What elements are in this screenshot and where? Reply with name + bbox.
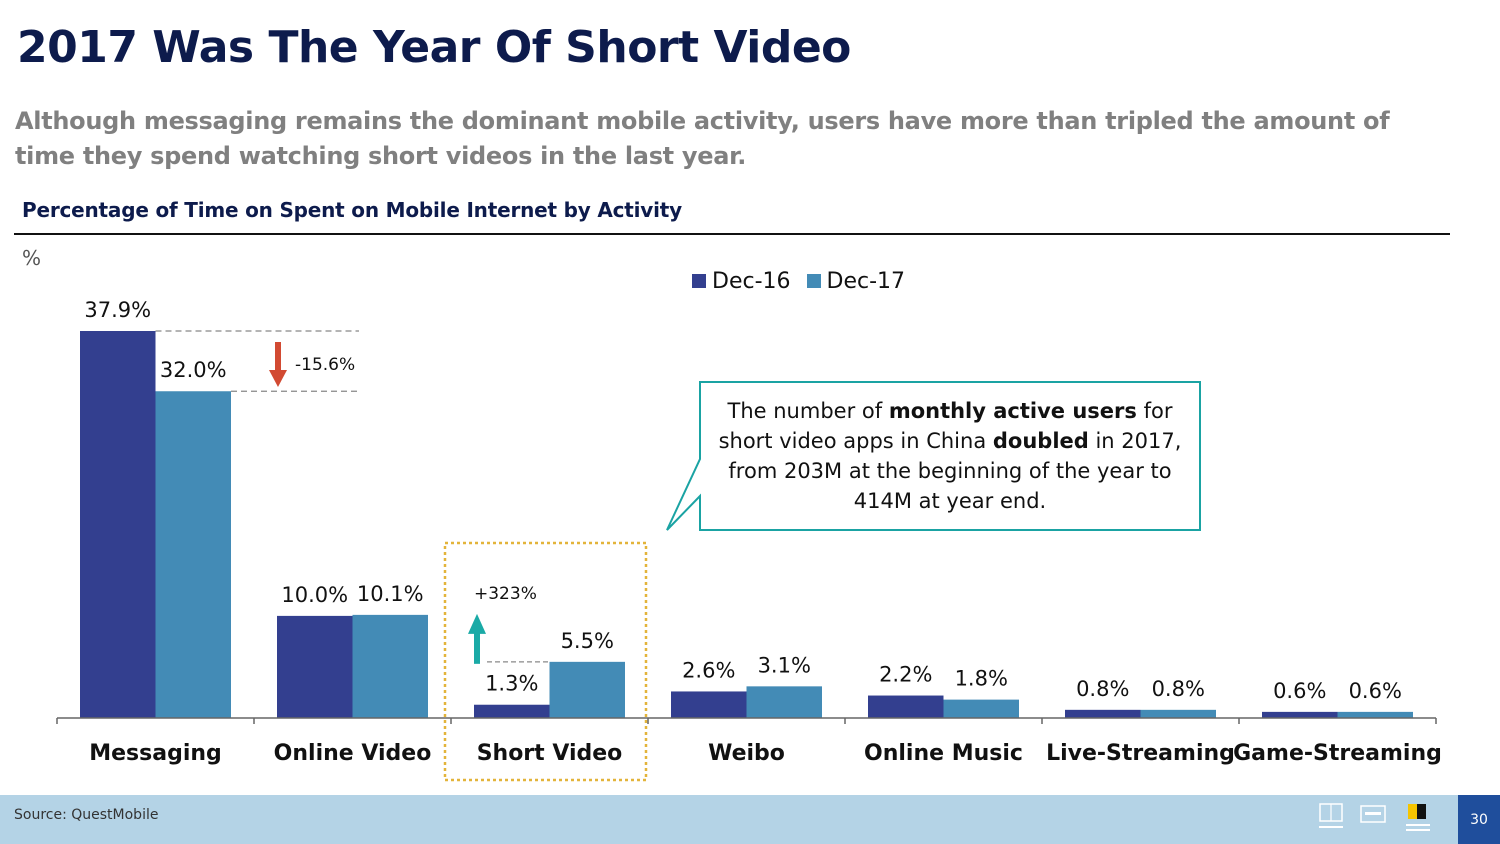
legend-label-dec16: Dec-16 [712,268,791,294]
data-label: 2.2% [879,663,932,687]
data-label: 3.1% [758,653,811,677]
category-label-online-video: Online Video [274,741,432,766]
callout-box [666,381,1201,531]
bar-messaging-dec-17 [155,391,231,718]
increase-arrow-icon [468,613,486,634]
data-label: 5.5% [561,629,614,653]
box-logo-icon [1360,805,1386,823]
source-note: Source: QuestMobile [14,807,159,823]
data-label: 32.0% [160,358,227,382]
change-label-decrease: -15.6% [295,355,355,375]
legend-swatch-dec16 [692,274,706,288]
callout-bold-mau: monthly active users [888,399,1137,423]
page-number: 30 [1458,795,1500,844]
bar-weibo-dec-17 [746,686,822,718]
legend-swatch-dec17 [806,274,821,288]
legend-item-dec16: Dec-16 [692,269,791,294]
book-logo-icon [1319,803,1343,828]
bar-live-streaming-dec-17 [1140,709,1216,718]
category-label-weibo: Weibo [708,741,785,766]
page-subtitle: Although messaging remains the dominant … [15,107,1390,170]
bar-game-streaming-dec-17 [1337,711,1413,718]
callout-text-part3: in 2017, from 203M at the beginning of t… [728,429,1182,513]
decrease-arrow-icon [269,370,287,387]
bar-chart: 37.9% 32.0% Messaging 10.0% 10.1% Online Vide… [56,298,1442,782]
page-title: 2017 Was The Year Of Short Video [17,22,851,73]
category-label-short-video: Short Video [477,741,623,766]
decrease-arrow-shaft [275,342,281,372]
data-label: 0.6% [1349,679,1402,703]
bar-messaging-dec-16 [80,331,156,718]
bar-game-streaming-dec-16 [1262,711,1338,718]
data-label: 10.1% [357,582,424,606]
data-label: 2.6% [682,658,735,682]
change-label-increase: +323% [474,584,537,604]
callout-text-part2: for short video apps in China [718,399,1173,453]
data-label: 1.8% [955,667,1008,691]
bar-live-streaming-dec-16 [1065,709,1141,718]
data-label: 37.9% [84,298,151,322]
chart-title: Percentage of Time on Spent on Mobile In… [22,198,682,222]
highlight-box [443,541,648,782]
heading-divider [14,233,1450,235]
data-label: 0.6% [1273,679,1326,703]
callout-text-part1: The number of [727,399,889,423]
bar-short-video-dec-16 [474,704,550,718]
increase-arrow-shaft [474,631,480,664]
bar-online-music-dec-17 [943,699,1019,718]
bar-short-video-dec-17 [549,661,625,718]
data-label: 0.8% [1076,677,1129,701]
legend-label-dec17: Dec-17 [826,268,906,294]
partner-logos [1319,803,1430,831]
yellow-square-logo-icon [1406,804,1430,831]
category-label-online-music: Online Music [864,741,1023,766]
data-label: 10.0% [281,583,348,607]
category-label-live-streaming: Live-Streaming [1046,741,1235,766]
category-label-messaging: Messaging [89,741,222,766]
callout-bold-doubled: doubled [992,429,1089,453]
bar-online-music-dec-16 [868,695,944,718]
data-label: 1.3% [485,672,538,696]
footer-bar: Source: QuestMobile 30 [0,795,1500,844]
chart-legend: Dec-16 Dec-17 [692,266,905,296]
data-label: 0.8% [1152,677,1205,701]
y-axis-unit: % [22,246,42,270]
bar-online-video-dec-16 [277,615,353,718]
bar-weibo-dec-16 [671,691,747,718]
bar-online-video-dec-17 [352,614,428,718]
callout-text: The number of monthly active users for s… [702,396,1198,516]
category-label-game-streaming: Game-Streaming [1233,741,1442,766]
legend-item-dec17: Dec-17 [806,268,906,294]
